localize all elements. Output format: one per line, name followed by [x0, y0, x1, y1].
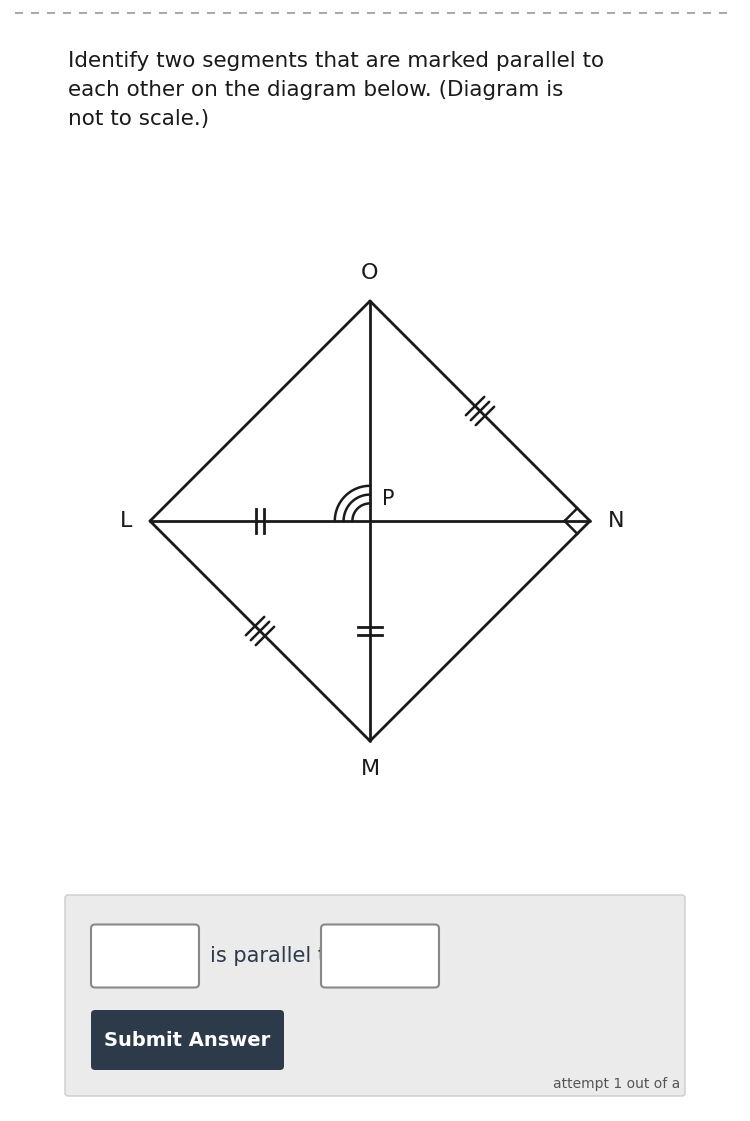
Text: is parallel to: is parallel to	[210, 946, 339, 966]
FancyBboxPatch shape	[91, 925, 199, 988]
Text: Identify two segments that are marked parallel to
each other on the diagram belo: Identify two segments that are marked pa…	[68, 50, 605, 129]
Text: O: O	[362, 263, 379, 282]
FancyBboxPatch shape	[65, 895, 685, 1096]
Text: Submit Answer: Submit Answer	[104, 1030, 271, 1049]
FancyBboxPatch shape	[91, 1010, 284, 1071]
Text: L: L	[120, 511, 132, 531]
FancyBboxPatch shape	[321, 925, 439, 988]
Text: N: N	[608, 511, 625, 531]
Text: attempt 1 out of a: attempt 1 out of a	[553, 1077, 680, 1091]
Text: M: M	[361, 759, 380, 779]
Text: P: P	[382, 489, 394, 509]
